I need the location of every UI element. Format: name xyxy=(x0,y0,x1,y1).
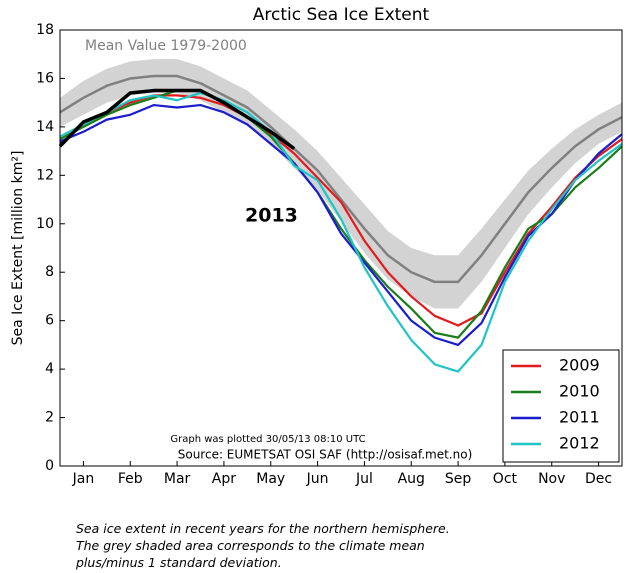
y-tick-label: 8 xyxy=(45,264,54,280)
y-tick-label: 2 xyxy=(45,410,54,426)
x-tick-label: Nov xyxy=(538,471,565,487)
caption-line: The grey shaded area corresponds to the … xyxy=(76,538,425,553)
y-tick-label: 4 xyxy=(45,361,54,377)
current-label: 2013 xyxy=(245,205,298,227)
y-tick-label: 14 xyxy=(36,119,54,135)
y-axis-label: Sea Ice Extent [million km²] xyxy=(10,151,26,346)
legend-label: 2011 xyxy=(559,408,600,427)
std-band xyxy=(60,59,622,309)
caption-line: plus/minus 1 standard deviation. xyxy=(76,555,282,570)
y-tick-label: 6 xyxy=(45,313,54,329)
x-tick-label: May xyxy=(256,471,285,487)
annotation: Source: EUMETSAT OSI SAF (http://osisaf.… xyxy=(178,448,473,462)
plot-frame xyxy=(59,29,623,467)
x-tick-label: Oct xyxy=(493,471,518,487)
legend-label: 2010 xyxy=(559,382,600,401)
x-tick-label: Dec xyxy=(585,471,612,487)
mean-label: Mean Value 1979-2000 xyxy=(85,38,247,54)
caption: Sea ice extent in recent years for the n… xyxy=(76,520,450,571)
chart: Arctic Sea Ice Extent Sea Ice Extent [mi… xyxy=(10,5,623,487)
series-line xyxy=(59,91,623,373)
x-tick-label: Jun xyxy=(306,471,329,487)
x-tick-label: Sep xyxy=(445,471,472,487)
legend-label: 2009 xyxy=(559,356,600,375)
x-tick-label: Feb xyxy=(118,471,143,487)
legend-label: 2012 xyxy=(559,434,600,453)
series-line xyxy=(59,103,623,346)
chart-title: Arctic Sea Ice Extent xyxy=(253,5,430,25)
x-tick-label: Jul xyxy=(355,471,373,487)
y-tick-label: 16 xyxy=(36,70,54,86)
mean-line xyxy=(59,74,623,284)
annotation: Graph was plotted 30/05/13 08:10 UTC xyxy=(170,434,365,445)
y-tick-label: 12 xyxy=(36,167,54,183)
x-tick-label: Apr xyxy=(212,471,236,487)
series-line xyxy=(59,89,623,339)
x-tick-label: Jan xyxy=(72,471,95,487)
caption-line: Sea ice extent in recent years for the n… xyxy=(76,521,450,536)
current-line xyxy=(58,88,296,151)
y-tick-label: 18 xyxy=(36,22,54,38)
y-tick-label: 10 xyxy=(36,216,54,232)
x-tick-label: Mar xyxy=(164,471,191,487)
x-tick-label: Aug xyxy=(398,471,425,487)
y-tick-label: 0 xyxy=(45,458,54,474)
